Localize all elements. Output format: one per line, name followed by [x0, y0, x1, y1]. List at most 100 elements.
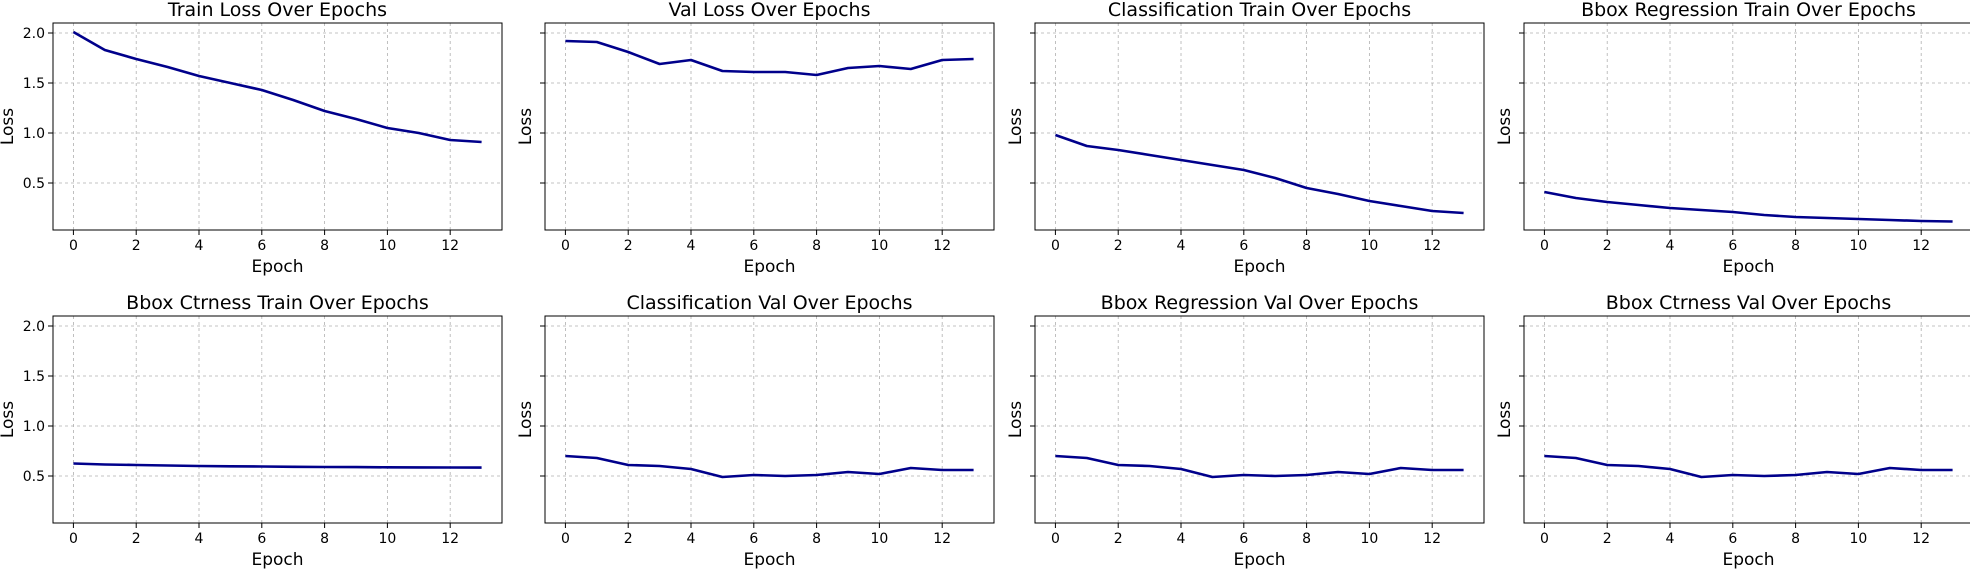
y-axis-label: Loss: [0, 401, 18, 438]
chart-title: Bbox Ctrness Val Over Epochs: [1606, 292, 1891, 314]
x-tick-label: 2: [624, 238, 633, 254]
x-tick-label: 2: [1603, 531, 1612, 547]
x-tick-label: 2: [132, 531, 141, 547]
subplot-1: 0 2 4 6 8 10 12 Val Loss Over Epochs Epoch Loss: [516, 0, 995, 277]
plot-frame: [52, 315, 503, 524]
x-tick-label: 0: [1540, 238, 1549, 254]
y-tick-label: 2.0: [23, 26, 45, 42]
loss-line: [1055, 454, 1464, 479]
plot-frame: [52, 22, 503, 231]
x-tick-label: 10: [1849, 238, 1867, 254]
y-axis-label: Loss: [516, 401, 536, 438]
x-tick-label: 12: [1912, 531, 1930, 547]
subplot-5: 0 2 4 6 8 10 12 Classification Val Over Epochs E…: [516, 292, 995, 570]
x-tick-label: 6: [1728, 531, 1737, 547]
x-tick-label: 6: [749, 238, 758, 254]
chart-title: Bbox Regression Train Over Epochs: [1581, 0, 1916, 21]
x-tick-label: 8: [1302, 531, 1311, 547]
x-tick-label: 0: [561, 531, 570, 547]
x-tick-label: 8: [1791, 531, 1800, 547]
x-axis-label: Epoch: [743, 550, 795, 570]
plot-frame: [1034, 22, 1485, 231]
loss-line: [1054, 133, 1464, 215]
x-tick-label: 6: [257, 238, 266, 254]
subplot-0: 0 2 4 6 8 10 12 0.5 1.0 1.5 2.0 Train Loss Over Epo…: [0, 0, 503, 277]
x-tick-label: 12: [1423, 238, 1441, 254]
x-tick-label: 6: [749, 531, 758, 547]
x-tick-label: 8: [320, 531, 329, 547]
y-tick-label: 0.5: [23, 176, 45, 192]
x-tick-label: 0: [69, 238, 78, 254]
y-axis-label: Loss: [1495, 401, 1515, 438]
y-tick-label: 0.5: [23, 469, 45, 485]
x-tick-label: 10: [1360, 531, 1378, 547]
chart-title: Bbox Regression Val Over Epochs: [1101, 292, 1419, 314]
x-tick-label: 8: [320, 238, 329, 254]
x-tick-label: 0: [69, 531, 78, 547]
x-tick-label: 6: [1239, 531, 1248, 547]
chart-title: Classification Val Over Epochs: [626, 292, 912, 314]
plot-frame: [544, 22, 995, 231]
subplot-7: 0 2 4 6 8 10 12 Bbox Ctrness Val Over Epochs Epo…: [1495, 292, 1970, 570]
y-tick-label: 1.5: [23, 76, 45, 92]
x-tick-label: 6: [1728, 238, 1737, 254]
chart-title: Classification Train Over Epochs: [1108, 0, 1411, 21]
x-tick-label: 10: [870, 531, 888, 547]
x-tick-label: 12: [1912, 238, 1930, 254]
x-tick-label: 4: [1666, 238, 1675, 254]
plot-frame: [1523, 22, 1970, 231]
y-tick-label: 2.0: [23, 319, 45, 335]
x-tick-label: 6: [1239, 238, 1248, 254]
plot-frame: [544, 315, 995, 524]
x-tick-label: 8: [1791, 238, 1800, 254]
subplot-2: 0 2 4 6 8 10 12 Classification Train Over Epoch…: [1006, 0, 1485, 277]
x-tick-label: 2: [132, 238, 141, 254]
x-tick-label: 8: [1302, 238, 1311, 254]
x-tick-label: 10: [870, 238, 888, 254]
y-tick-label: 1.0: [23, 126, 45, 142]
x-tick-label: 4: [1666, 531, 1675, 547]
plot-frame: [1034, 315, 1485, 524]
x-tick-label: 0: [1051, 531, 1060, 547]
x-tick-label: 4: [687, 531, 696, 547]
x-tick-label: 2: [1603, 238, 1612, 254]
x-axis-label: Epoch: [251, 550, 303, 570]
x-axis-label: Epoch: [1722, 550, 1774, 570]
x-axis-label: Epoch: [1233, 550, 1285, 570]
x-tick-label: 4: [195, 531, 204, 547]
subplot-3: 0 2 4 6 8 10 12 Bbox Regression Train Over Epoc…: [1495, 0, 1970, 277]
chart-title: Bbox Ctrness Train Over Epochs: [126, 292, 429, 314]
x-tick-label: 4: [1177, 531, 1186, 547]
x-tick-label: 12: [933, 531, 951, 547]
x-axis-label: Epoch: [1722, 257, 1774, 277]
x-axis-label: Epoch: [251, 257, 303, 277]
x-tick-label: 4: [195, 238, 204, 254]
x-tick-label: 4: [687, 238, 696, 254]
subplot-6: 0 2 4 6 8 10 12 Bbox Regression Val Over Epochs…: [1006, 292, 1485, 570]
y-axis-label: Loss: [516, 108, 536, 145]
loss-line: [1544, 454, 1953, 479]
chart-title: Val Loss Over Epochs: [668, 0, 870, 21]
y-axis-label: Loss: [1006, 108, 1026, 145]
subplot-4: 0 2 4 6 8 10 12 0.5 1.0 1.5 2.0 Bbox Ctrness Train …: [0, 292, 503, 570]
x-tick-label: 0: [1540, 531, 1549, 547]
x-axis-label: Epoch: [743, 257, 795, 277]
x-tick-label: 12: [441, 531, 459, 547]
loss-line: [565, 454, 974, 479]
x-tick-label: 10: [378, 531, 396, 547]
y-axis-label: Loss: [0, 108, 18, 145]
loss-line: [1544, 190, 1953, 223]
x-tick-label: 4: [1177, 238, 1186, 254]
y-tick-label: 1.0: [23, 419, 45, 435]
x-tick-label: 8: [812, 531, 821, 547]
plot-frame: [1523, 315, 1970, 524]
x-tick-label: 10: [378, 238, 396, 254]
x-tick-label: 0: [561, 238, 570, 254]
x-tick-label: 0: [1051, 238, 1060, 254]
loss-line: [73, 462, 482, 469]
x-tick-label: 12: [441, 238, 459, 254]
x-tick-label: 12: [1423, 531, 1441, 547]
chart-title: Train Loss Over Epochs: [167, 0, 387, 21]
y-axis-label: Loss: [1006, 401, 1026, 438]
